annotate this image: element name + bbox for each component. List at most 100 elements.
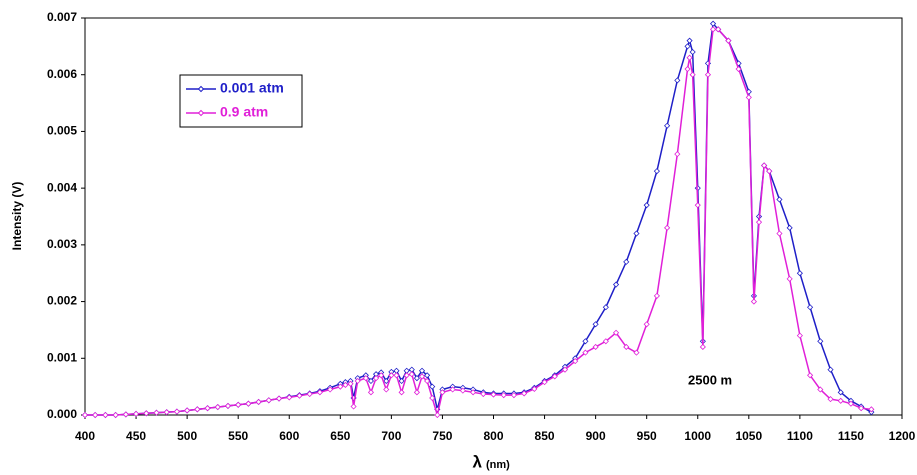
- x-tick-label: 700: [381, 429, 401, 443]
- x-tick-label: 500: [177, 429, 197, 443]
- series-marker: [735, 65, 742, 73]
- series-marker: [327, 386, 334, 393]
- legend-marker: [197, 85, 205, 93]
- series-marker: [674, 77, 681, 84]
- series-marker: [367, 377, 375, 385]
- legend-label: 0.001 atm: [220, 80, 284, 96]
- series-marker: [633, 349, 640, 356]
- series-marker: [796, 270, 803, 277]
- series-marker: [132, 410, 140, 417]
- series-marker: [541, 379, 548, 386]
- series-marker: [817, 338, 824, 345]
- series-marker: [582, 349, 589, 356]
- series-marker: [561, 366, 569, 373]
- x-axis-unit: (nm): [486, 459, 510, 471]
- series-marker: [429, 394, 436, 402]
- series-marker: [786, 224, 793, 231]
- series-marker: [424, 372, 431, 379]
- series-marker: [337, 383, 344, 390]
- series-marker: [602, 304, 609, 311]
- series-marker: [316, 389, 323, 396]
- series-marker: [143, 410, 150, 417]
- series-marker: [470, 389, 477, 396]
- x-tick-label: 950: [637, 429, 657, 443]
- series-marker: [837, 389, 844, 396]
- legend-label: 0.9 atm: [220, 104, 268, 120]
- series-marker: [112, 411, 119, 419]
- series-marker: [750, 298, 757, 305]
- series-marker: [796, 332, 803, 339]
- series-marker: [592, 321, 599, 328]
- series-marker: [439, 389, 446, 396]
- series-marker: [490, 391, 497, 398]
- x-tick-label: 750: [432, 429, 452, 443]
- y-tick-label: 0.004: [47, 180, 77, 194]
- x-tick-label: 1200: [889, 429, 916, 443]
- series-marker: [306, 390, 313, 398]
- series-marker: [643, 321, 650, 328]
- series-marker: [704, 71, 712, 78]
- x-tick-label: 1000: [684, 429, 711, 443]
- series-marker: [350, 403, 357, 410]
- series-marker: [725, 37, 732, 44]
- series-marker: [858, 405, 865, 412]
- series-marker: [684, 43, 691, 50]
- series-marker: [245, 400, 252, 407]
- series-marker: [81, 411, 89, 419]
- series-marker: [403, 372, 410, 379]
- series-marker: [602, 338, 609, 345]
- y-tick-label: 0.006: [47, 67, 77, 81]
- x-tick-label: 1100: [787, 429, 813, 443]
- y-axis-label: Intensity (V): [10, 182, 24, 251]
- series-marker: [699, 343, 706, 351]
- series-marker: [592, 343, 599, 351]
- series-marker: [868, 406, 875, 413]
- series-marker: [837, 397, 844, 404]
- series-marker: [398, 377, 405, 385]
- series-marker: [296, 392, 303, 399]
- series-marker: [710, 20, 717, 27]
- y-tick-label: 0.007: [47, 10, 77, 24]
- series-marker: [434, 411, 441, 419]
- series-marker: [684, 65, 691, 73]
- series-marker: [827, 396, 834, 403]
- series-marker: [459, 387, 466, 394]
- series-marker: [633, 230, 640, 237]
- series-marker: [408, 371, 415, 378]
- series-marker: [92, 411, 99, 419]
- series-marker: [612, 329, 620, 336]
- y-tick-label: 0.000: [47, 407, 77, 421]
- series-marker: [755, 219, 763, 226]
- series-marker: [122, 411, 129, 418]
- series-marker: [383, 377, 390, 385]
- series-marker: [776, 196, 783, 203]
- series-marker: [194, 406, 201, 413]
- series-marker: [776, 230, 783, 237]
- series-marker: [342, 381, 349, 389]
- series-marker: [761, 162, 768, 169]
- x-axis-label: λ: [473, 452, 483, 471]
- series-marker: [710, 26, 717, 33]
- series-marker: [694, 202, 701, 209]
- x-tick-label: 1050: [735, 429, 762, 443]
- x-tick-label: 400: [75, 429, 95, 443]
- series-marker: [429, 383, 436, 390]
- series-line: [85, 28, 872, 418]
- series-marker: [689, 48, 696, 56]
- series-marker: [827, 366, 834, 373]
- series-marker: [383, 386, 390, 393]
- series-marker: [623, 258, 630, 265]
- series-marker: [686, 54, 693, 61]
- series-marker: [582, 338, 589, 345]
- series-marker: [413, 389, 420, 396]
- x-tick-label: 450: [126, 429, 146, 443]
- series-marker: [418, 373, 426, 380]
- series-marker: [163, 409, 170, 416]
- series-marker: [184, 407, 191, 414]
- y-tick-label: 0.002: [47, 294, 77, 308]
- series-marker: [102, 411, 109, 419]
- x-tick-label: 1150: [838, 429, 864, 443]
- series-marker: [510, 392, 517, 399]
- series-marker: [354, 377, 361, 385]
- series-marker: [612, 281, 620, 288]
